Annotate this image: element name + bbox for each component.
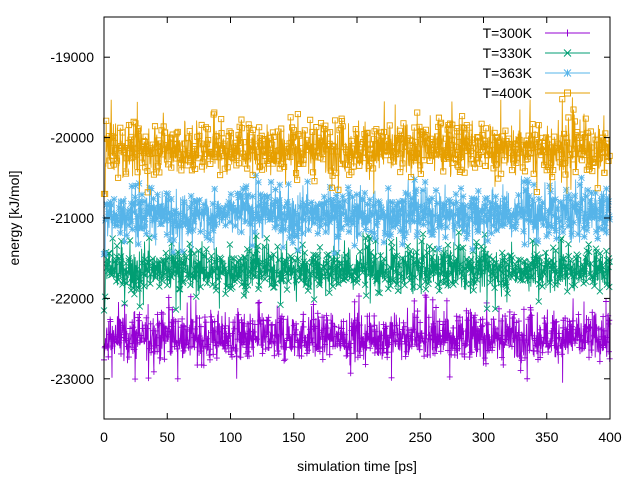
- axis-ticks: 0 50 100 150 200 250 300 350 400 -19000 -20000 -210…: [50, 17, 622, 445]
- y-tick-label: -21000: [50, 210, 94, 226]
- series-line: [104, 97, 611, 195]
- y-tick-label: -23000: [50, 371, 94, 387]
- x-tick-label: 50: [159, 429, 175, 445]
- legend-label: T=363K: [483, 65, 533, 81]
- x-tick-label: 200: [345, 429, 369, 445]
- series-layer: [100, 96, 613, 383]
- legend-entry: T=400K: [483, 85, 590, 101]
- x-tick-label: 300: [472, 429, 496, 445]
- y-axis-label: energy [kJ/mol]: [6, 171, 22, 266]
- x-axis-label: simulation time [ps]: [297, 458, 417, 474]
- legend-marker: [563, 69, 572, 77]
- legend-entry: T=363K: [483, 65, 590, 81]
- series-points: [100, 96, 613, 197]
- legend-label: T=300K: [483, 25, 533, 41]
- x-tick-label: 350: [535, 429, 559, 445]
- x-tick-label: 250: [409, 429, 433, 445]
- legend-label: T=400K: [483, 85, 533, 101]
- legend-marker: [564, 89, 571, 97]
- x-tick-label: 150: [282, 429, 306, 445]
- y-tick-label: -20000: [50, 130, 94, 146]
- x-tick-label: 100: [219, 429, 243, 445]
- y-tick-label: -22000: [50, 290, 94, 306]
- x-tick-label: 400: [598, 429, 622, 445]
- legend-label: T=330K: [483, 45, 533, 61]
- y-tick-label: -19000: [50, 49, 94, 65]
- x-tick-label: 0: [100, 429, 108, 445]
- legend-marker: [563, 49, 572, 57]
- legend-entry: T=330K: [483, 45, 590, 61]
- legend-entry: T=300K: [483, 25, 590, 41]
- series-t-300k: [101, 292, 613, 383]
- legend-marker: [564, 29, 571, 37]
- legend: T=300K T=330K T=363K T=400K: [483, 25, 590, 101]
- series-t-330k: [100, 229, 613, 314]
- series-t-400k: [100, 96, 613, 197]
